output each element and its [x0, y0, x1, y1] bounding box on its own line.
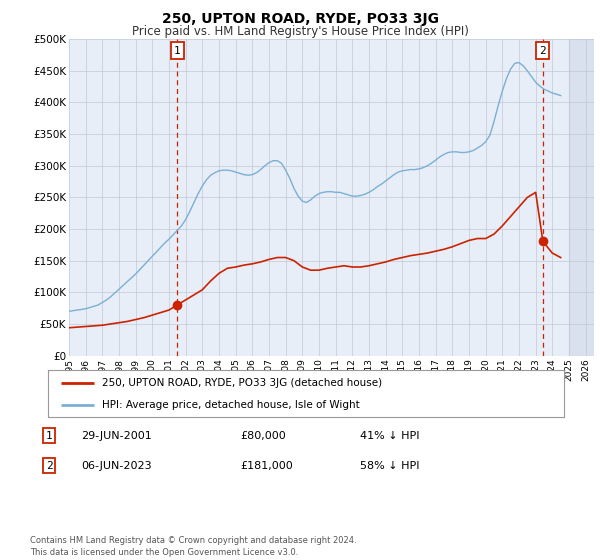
Text: 2: 2	[46, 461, 53, 471]
Text: £181,000: £181,000	[240, 461, 293, 471]
Text: Price paid vs. HM Land Registry's House Price Index (HPI): Price paid vs. HM Land Registry's House …	[131, 25, 469, 38]
Text: £80,000: £80,000	[240, 431, 286, 441]
Text: 250, UPTON ROAD, RYDE, PO33 3JG (detached house): 250, UPTON ROAD, RYDE, PO33 3JG (detache…	[102, 378, 382, 388]
Text: 1: 1	[46, 431, 53, 441]
Bar	[569, 39, 594, 356]
Text: HPI: Average price, detached house, Isle of Wight: HPI: Average price, detached house, Isle…	[102, 400, 360, 410]
Text: 06-JUN-2023: 06-JUN-2023	[81, 461, 152, 471]
Text: 29-JUN-2001: 29-JUN-2001	[81, 431, 152, 441]
Text: 1: 1	[174, 45, 181, 55]
Text: Contains HM Land Registry data © Crown copyright and database right 2024.
This d: Contains HM Land Registry data © Crown c…	[30, 536, 356, 557]
Text: 58% ↓ HPI: 58% ↓ HPI	[360, 461, 419, 471]
Text: 2: 2	[539, 45, 546, 55]
Text: 41% ↓ HPI: 41% ↓ HPI	[360, 431, 419, 441]
Text: 250, UPTON ROAD, RYDE, PO33 3JG: 250, UPTON ROAD, RYDE, PO33 3JG	[161, 12, 439, 26]
